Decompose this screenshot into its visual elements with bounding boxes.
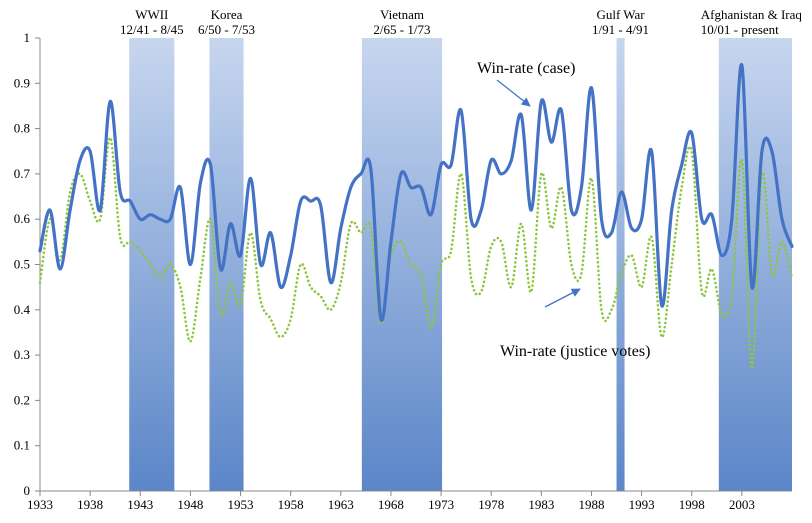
x-tick-label: 1943 — [127, 497, 153, 512]
x-tick-label: 1958 — [278, 497, 304, 512]
x-tick-label: 1968 — [378, 497, 404, 512]
axes: 00.10.20.30.40.50.60.70.80.91 1933 1938 19… — [14, 30, 792, 512]
x-tick-label: 1983 — [528, 497, 554, 512]
y-tick-label: 0.7 — [14, 166, 31, 181]
annotation-win-rate-justice-votes: Win-rate (justice votes) — [500, 343, 650, 360]
war-band-gulf-war — [616, 38, 625, 491]
y-axis-ticks: 0 0.1 0.2 0.3 0.4 0.5 0.6 0.7 0.8 0.9 1 — [14, 30, 40, 498]
x-tick-label: 1933 — [27, 497, 53, 512]
war-band-vietnam — [361, 38, 443, 491]
y-tick-label: 0 — [24, 483, 31, 498]
war-band-korea — [209, 38, 244, 491]
war-dates-afghanistan-iraq: 10/01 - present — [701, 22, 779, 37]
war-label-afghanistan-iraq: Afghanistan & Iraq — [701, 7, 803, 22]
war-dates-wwii: 12/41 - 8/45 — [120, 22, 184, 37]
y-tick-label: 1 — [24, 30, 31, 45]
y-tick-label: 0.5 — [14, 257, 30, 272]
x-tick-label: 1978 — [478, 497, 504, 512]
x-tick-label: 1948 — [177, 497, 203, 512]
x-tick-label: 1993 — [629, 497, 655, 512]
annotation-arrow-votes — [544, 288, 581, 308]
y-tick-label: 0.4 — [14, 302, 31, 317]
war-period-bands — [129, 38, 792, 491]
war-label-gulf-war: Gulf War — [596, 7, 645, 22]
war-label-korea: Korea — [211, 7, 243, 22]
x-tick-label: 1963 — [328, 497, 354, 512]
y-tick-label: 0.3 — [14, 347, 30, 362]
x-tick-label: 1973 — [428, 497, 454, 512]
annotation-win-rate-case: Win-rate (case) — [477, 60, 575, 77]
annotation-arrow-case — [496, 79, 531, 107]
x-tick-label: 2003 — [729, 497, 755, 512]
x-tick-label: 1988 — [578, 497, 604, 512]
y-tick-label: 0.2 — [14, 392, 30, 407]
war-dates-korea: 6/50 - 7/53 — [198, 22, 255, 37]
y-tick-label: 0.6 — [14, 211, 31, 226]
x-tick-label: 1938 — [77, 497, 103, 512]
war-label-wwii: WWII — [135, 7, 168, 22]
x-axis-ticks: 1933 1938 1943 1948 1953 1958 1963 1968 1973 1978… — [27, 491, 755, 512]
series-line-win-rate-justice-votes — [38, 136, 794, 371]
war-dates-vietnam: 2/65 - 1/73 — [373, 22, 430, 37]
war-dates-gulf-war: 1/91 - 4/91 — [592, 22, 649, 37]
y-tick-label: 0.9 — [14, 75, 30, 90]
y-tick-label: 0.8 — [14, 121, 30, 136]
x-tick-label: 1998 — [679, 497, 705, 512]
war-label-vietnam: Vietnam — [380, 7, 424, 22]
annotations: Win-rate (case) Win-rate (justice votes) — [477, 60, 650, 360]
series-lines — [38, 63, 794, 371]
y-tick-label: 0.1 — [14, 438, 30, 453]
x-tick-label: 1953 — [228, 497, 254, 512]
series-line-win-rate-case — [38, 63, 794, 322]
